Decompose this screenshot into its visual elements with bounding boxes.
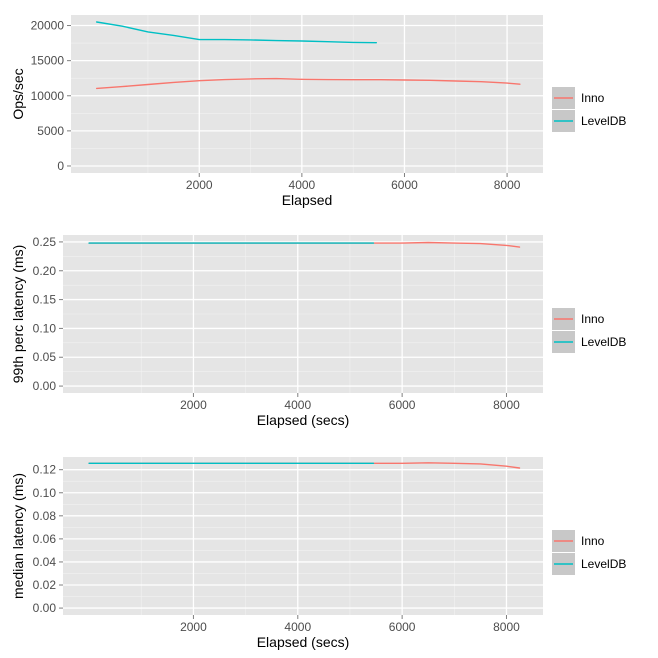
plot-background <box>71 15 543 173</box>
legend-label-leveldb: LevelDB <box>581 114 626 128</box>
panel-1: 2000 4000 6000 8000 0 5000 10000 15000 20000 Elap… <box>10 15 626 208</box>
x-tick-label: 4000 <box>289 178 316 192</box>
x-axis-title: Elapsed (secs) <box>257 412 350 428</box>
y-tick-label: 0.25 <box>33 235 57 249</box>
legend-label-leveldb: LevelDB <box>581 557 626 571</box>
y-tick-label: 15000 <box>31 54 65 68</box>
y-tick-label: 0.05 <box>33 350 57 364</box>
legend-label-leveldb: LevelDB <box>581 335 626 349</box>
y-tick-label: 20000 <box>31 19 65 33</box>
x-tick-label: 6000 <box>391 178 418 192</box>
y-tick-label: 0.15 <box>33 293 57 307</box>
x-tick-label: 2000 <box>180 620 207 634</box>
x-axis-title: Elapsed (secs) <box>257 634 350 650</box>
legend-label-inno: Inno <box>581 534 605 548</box>
y-tick-label: 0.04 <box>33 555 57 569</box>
legend: Inno LevelDB <box>552 308 626 353</box>
plot-background <box>63 457 543 615</box>
y-tick-label: 0.06 <box>33 532 57 546</box>
x-tick-label: 4000 <box>284 398 311 412</box>
legend: Inno LevelDB <box>552 87 626 132</box>
y-tick-label: 0.12 <box>33 463 57 477</box>
x-tick-label: 4000 <box>284 620 311 634</box>
series-line-leveldb <box>95 21 377 44</box>
legend: Inno LevelDB <box>552 530 626 575</box>
y-tick-label: 0.08 <box>33 509 57 523</box>
x-tick-label: 8000 <box>493 398 520 412</box>
x-tick-label: 6000 <box>389 620 416 634</box>
x-tick-label: 8000 <box>493 620 520 634</box>
y-tick-label: 0.20 <box>33 264 57 278</box>
legend-label-inno: Inno <box>581 91 605 105</box>
y-tick-label: 10000 <box>31 89 65 103</box>
x-tick-label: 6000 <box>389 398 416 412</box>
y-tick-label: 5000 <box>37 124 64 138</box>
y-axis-title: Ops/sec <box>10 68 26 119</box>
y-tick-label: 0.10 <box>33 321 57 335</box>
y-axis-title: 99th perc latency (ms) <box>10 245 26 384</box>
legend-label-inno: Inno <box>581 312 605 326</box>
y-tick-label: 0.00 <box>33 379 57 393</box>
series-line-inno <box>95 77 521 90</box>
y-tick-label: 0.10 <box>33 486 57 500</box>
y-tick-label: 0 <box>57 159 64 173</box>
x-axis-title: Elapsed <box>282 192 333 208</box>
y-tick-label: 0.00 <box>33 601 57 615</box>
y-axis-title: median latency (ms) <box>10 473 26 599</box>
x-tick-label: 8000 <box>494 178 521 192</box>
panel-3: 2000 4000 6000 8000 0.00 0.02 0.04 0.06 0.08 0.10… <box>10 457 626 650</box>
y-tick-label: 0.02 <box>33 578 57 592</box>
x-tick-label: 2000 <box>186 178 213 192</box>
panel-2: 2000 4000 6000 8000 0.00 0.05 0.10 0.15 0.20 0.25… <box>10 235 626 428</box>
x-tick-label: 2000 <box>180 398 207 412</box>
